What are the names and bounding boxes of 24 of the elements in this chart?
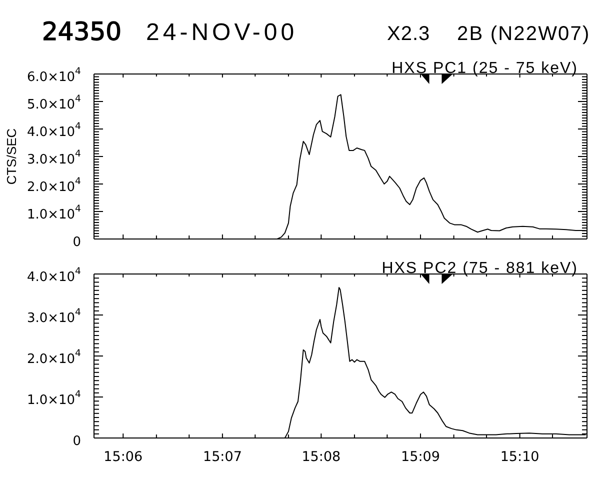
y-tick-label: 6.0×10$^{4}$ [26,66,82,84]
x-tick-label: 15:10 [500,449,540,465]
x-tick-label: 15:07 [203,449,242,465]
text: 24350 [42,17,122,46]
text: 24-NOV-00 [146,19,298,46]
y-axis-title: CTS/SEC [4,128,18,185]
y-tick-label: 2.0×10$^{4}$ [26,176,82,194]
y-tick-label: 3.0×10$^{4}$ [26,148,82,167]
y-tick-label: 2.0×10$^{4}$ [26,348,82,366]
y-tick-label: 0 [72,234,81,250]
y-tick-label: 4.0×10$^{4}$ [26,121,82,140]
y-tick-label: 1.0×10$^{4}$ [26,389,82,408]
y-tick-label: 4.0×10$^{4}$ [26,266,82,284]
x-tick-label: 15:06 [104,449,143,465]
x-tick-label: 15:09 [401,449,440,465]
y-tick-label: 1.0×10$^{4}$ [26,204,82,222]
y-tick-label: 5.0×10$^{4}$ [26,94,82,112]
text: 2B (N22W07) [457,23,590,45]
x-tick-label: 15:08 [302,449,341,465]
chart-title: HXS PC2 (75 - 881 keV) [382,260,578,277]
text: X2.3 [387,23,430,45]
y-tick-label: 0 [72,434,81,448]
y-tick-label: 3.0×10$^{4}$ [26,307,82,326]
chart-title: HXS PC1 (25 - 75 keV) [392,60,578,77]
